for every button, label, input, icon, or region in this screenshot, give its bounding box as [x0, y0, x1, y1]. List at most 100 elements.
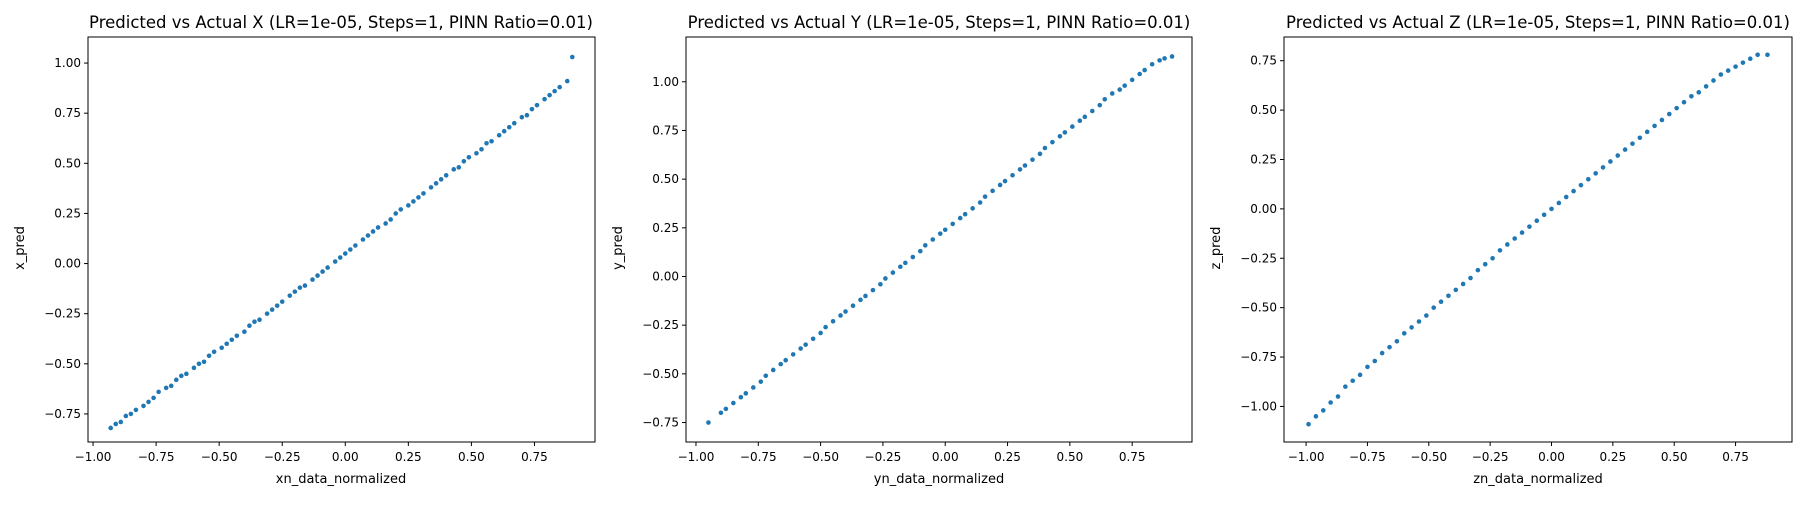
axes-frame [87, 36, 596, 443]
data-point [191, 365, 197, 371]
data-point [443, 173, 449, 178]
data-point [242, 329, 247, 335]
data-point [123, 413, 129, 419]
data-point [731, 400, 736, 406]
data-point [1102, 97, 1108, 102]
x-tick-label: −1.00 [678, 450, 715, 464]
data-point [1446, 293, 1451, 299]
data-point [937, 231, 943, 236]
data-point [883, 276, 888, 281]
chart-title: Predicted vs Actual Y (LR=1e-05, Steps=1… [688, 13, 1191, 32]
data-point [466, 155, 472, 160]
data-point [375, 225, 381, 230]
data-point [898, 264, 903, 270]
axes-frame [685, 36, 1193, 443]
x-tick-label: 0.00 [1538, 450, 1565, 464]
data-point [778, 361, 784, 367]
data-point [838, 313, 843, 318]
data-point [970, 206, 975, 211]
data-point [1062, 130, 1068, 135]
data-point [479, 146, 484, 152]
data-point [206, 353, 212, 359]
data-point [850, 303, 856, 309]
data-point [1512, 236, 1517, 241]
data-point [542, 96, 547, 102]
data-point [1541, 212, 1547, 218]
data-point [903, 260, 908, 266]
data-point [1057, 134, 1063, 139]
data-point [1162, 56, 1167, 61]
plot-area: −1.00 −0.75 −0.50 −0.25 0.00 0.25 0.50 0.75 −0.7… [44, 36, 596, 464]
data-point [1711, 78, 1716, 83]
data-point [1659, 117, 1665, 123]
data-point [1578, 182, 1584, 188]
data-point [1438, 299, 1444, 305]
y-axis-label: y_pred [611, 226, 626, 270]
data-point [247, 323, 252, 329]
plot-area: −1.00 −0.75 −0.50 −0.25 0.00 0.25 0.50 0.75 −0.7… [642, 36, 1193, 464]
data-point [1097, 102, 1103, 108]
x-tick-label: −0.25 [1472, 450, 1509, 464]
data-point [474, 150, 479, 156]
data-point [1755, 52, 1760, 58]
x-tick-label: 0.25 [1599, 450, 1626, 464]
data-point [1109, 91, 1115, 96]
data-point [428, 185, 434, 190]
data-point [1740, 60, 1746, 65]
data-point [783, 357, 788, 363]
x-tick-label: 0.75 [1722, 450, 1749, 464]
data-point [1082, 114, 1088, 120]
x-tick-label: 0.50 [1057, 450, 1084, 464]
data-point [823, 324, 828, 330]
data-point [173, 377, 179, 383]
data-point [219, 345, 224, 351]
data-point [878, 281, 883, 287]
data-point [456, 165, 462, 170]
data-point [1666, 111, 1672, 117]
data-point [257, 317, 262, 323]
data-point [942, 227, 948, 233]
data-point [957, 215, 963, 221]
data-point [982, 194, 988, 199]
data-point [810, 336, 816, 342]
marks-layer: −1.00 −0.75 −0.50 −0.25 0.00 0.25 0.50 0.75 −0.7… [44, 36, 1793, 464]
data-point [918, 248, 923, 254]
data-point [1030, 157, 1035, 162]
data-point [1600, 165, 1606, 170]
data-point [201, 359, 207, 365]
data-point [1401, 331, 1407, 336]
data-point [1644, 129, 1650, 135]
data-point [1042, 145, 1048, 151]
data-point [141, 403, 146, 409]
data-point [1022, 163, 1028, 168]
y-axis-label: x_pred [13, 226, 28, 270]
data-point [1037, 151, 1043, 157]
data-point [738, 394, 744, 400]
data-point [1306, 421, 1311, 427]
y-tick-label: 0.25 [54, 206, 81, 220]
data-point [557, 84, 562, 90]
y-tick-label: −0.25 [642, 318, 679, 332]
data-point [184, 371, 189, 377]
y-tick-label: 0.25 [1250, 152, 1277, 166]
data-point [484, 140, 489, 146]
data-point [1630, 141, 1635, 146]
data-point [398, 207, 404, 212]
data-point [118, 419, 124, 425]
data-point [803, 342, 808, 347]
data-point [1615, 153, 1621, 158]
chart-title: Predicted vs Actual X (LR=1e-05, Steps=1… [89, 13, 593, 32]
data-point [1017, 167, 1023, 172]
data-point [229, 337, 235, 343]
data-point [534, 102, 540, 108]
data-point [113, 421, 119, 427]
data-point [269, 307, 275, 312]
data-point [133, 407, 139, 413]
data-point [1482, 261, 1488, 267]
data-point [1593, 171, 1598, 176]
data-point [1674, 105, 1679, 111]
data-point [1002, 178, 1008, 184]
data-point [863, 293, 868, 299]
data-point [1149, 61, 1155, 67]
